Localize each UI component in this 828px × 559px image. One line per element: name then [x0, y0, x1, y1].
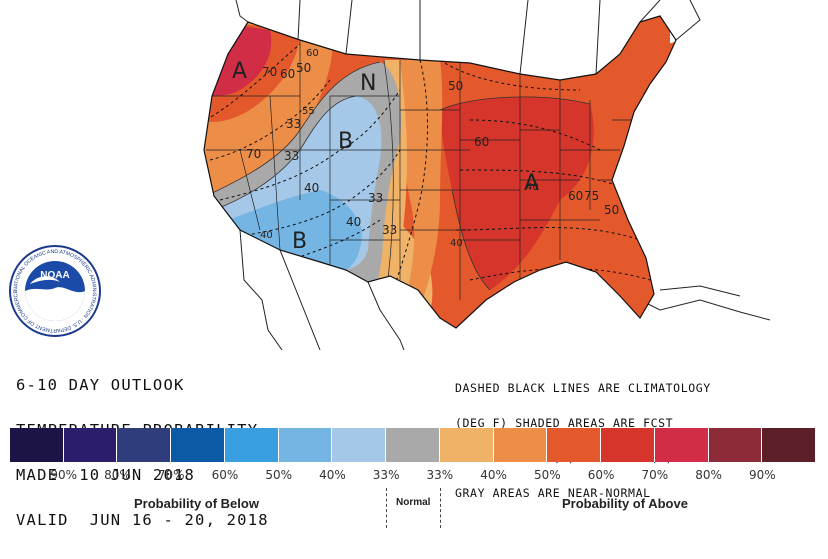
legend-swatch: [547, 428, 602, 462]
legend-tick: 70%: [641, 468, 669, 482]
note-line: GRAY AREAS ARE NEAR-NORMAL: [455, 485, 651, 500]
outlook-figure: 70 60 50 60 50 33 55 70 33 40 33 40 40 3…: [9, 0, 817, 529]
contour-label: 40: [450, 238, 463, 249]
legend-swatch: [493, 428, 548, 462]
note-line: DASHED BLACK LINES ARE CLIMATOLOGY: [455, 381, 711, 396]
contour-label: 33: [286, 117, 301, 131]
contour-label: 40: [260, 230, 273, 241]
note-line: (DEG F) SHADED AREAS ARE FCST: [455, 415, 674, 430]
legend-swatch: [63, 428, 118, 462]
climatology-lines: [205, 43, 651, 301]
legend-swatch: [762, 428, 817, 462]
title-line: MADE 10 JUN 2018: [16, 466, 196, 484]
contour-label: 60: [280, 67, 295, 81]
below-letter-north: B: [338, 129, 353, 154]
legend-swatch: [654, 428, 709, 462]
legend-tick: 80%: [695, 468, 722, 482]
legend-tick: 60%: [587, 468, 615, 482]
legend-tick: 40%: [480, 468, 507, 482]
above-letter-west: A: [232, 59, 247, 84]
above-letter-east: A: [524, 171, 539, 196]
contour-label: 50: [604, 203, 619, 217]
contour-label: 33: [382, 223, 397, 237]
contour-label: 50: [296, 61, 311, 75]
contour-label: 33: [284, 149, 299, 163]
contour-value-labels: 70 60 50 60 50 33 55 70 33 40 33 40 40 3…: [246, 48, 619, 249]
title-line: VALID JUN 16 - 20, 2018: [16, 511, 269, 529]
category-letters: A N B B A: [232, 59, 539, 254]
legend-swatch: [439, 428, 494, 462]
below-40-region: [228, 190, 362, 270]
below-letter-south: B: [292, 229, 307, 254]
legend-separator: [440, 488, 441, 528]
legend-tick: 60%: [211, 468, 239, 482]
surrounding-land-outline: [235, 0, 771, 350]
legend-tick: 40%: [319, 468, 346, 482]
legend-tick: 80%: [104, 468, 131, 482]
legend-swatch: [171, 428, 225, 462]
above-60-region-midwest: [440, 96, 594, 290]
legend-color-bar: [10, 428, 817, 462]
legend-swatch: [386, 428, 440, 462]
us-temperature-probability-map: 70 60 50 60 50 33 55 70 33 40 33 40 40 3…: [203, 0, 771, 350]
legend-swatch: [278, 428, 333, 462]
conus-outline: [203, 15, 677, 329]
contour-label: 70: [262, 65, 277, 79]
legend-tick-spacer: [10, 468, 37, 484]
legend-tick: 70%: [157, 468, 185, 482]
contour-label: 33: [368, 191, 383, 205]
legend-below-label: Probability of Below: [134, 496, 259, 511]
legend-ticks: 90% 80% 70% 60% 50% 40% 33% 33% 40% 50% …: [10, 468, 816, 484]
legend-swatch: [332, 428, 387, 462]
legend-separator: [386, 488, 387, 528]
contour-label: 40: [304, 181, 319, 195]
contour-label: 75: [584, 189, 599, 203]
legend-swatch: [601, 428, 655, 462]
legend-tick: 50%: [265, 468, 292, 482]
legend-tick-spacer: [789, 468, 816, 484]
contour-label: 40: [526, 182, 539, 193]
contour-label: 55: [302, 106, 315, 117]
title-line: 6-10 DAY OUTLOOK: [16, 376, 185, 394]
normal-letter: N: [360, 71, 376, 96]
contour-label: 60: [474, 135, 489, 149]
category-boundaries: [205, 59, 591, 328]
legend-tick: 50%: [534, 468, 561, 482]
legend-above-label: Probability of Above: [562, 496, 688, 511]
contour-label: 40: [346, 215, 361, 229]
legend-tick: 33%: [426, 468, 454, 482]
noaa-logo-text: NOAA: [40, 270, 69, 281]
legend-swatch: [708, 428, 763, 462]
contour-label: 60: [568, 189, 583, 203]
probability-fields: [204, 16, 676, 328]
noaa-logo: NOAA NATIONAL OCEANIC AND ATMOSPHERIC AD…: [9, 245, 101, 337]
legend-tick: 90%: [748, 468, 776, 482]
legend-swatch: [224, 428, 279, 462]
contour-label: 50: [448, 79, 463, 93]
legend-normal-label: Normal: [396, 497, 431, 508]
contour-label: 70: [246, 147, 261, 161]
contour-label: 60: [306, 48, 319, 59]
legend-tick: 90%: [50, 468, 78, 482]
legend-swatch: [117, 428, 172, 462]
legend-tick: 33%: [372, 468, 400, 482]
legend-swatch: [10, 428, 64, 462]
